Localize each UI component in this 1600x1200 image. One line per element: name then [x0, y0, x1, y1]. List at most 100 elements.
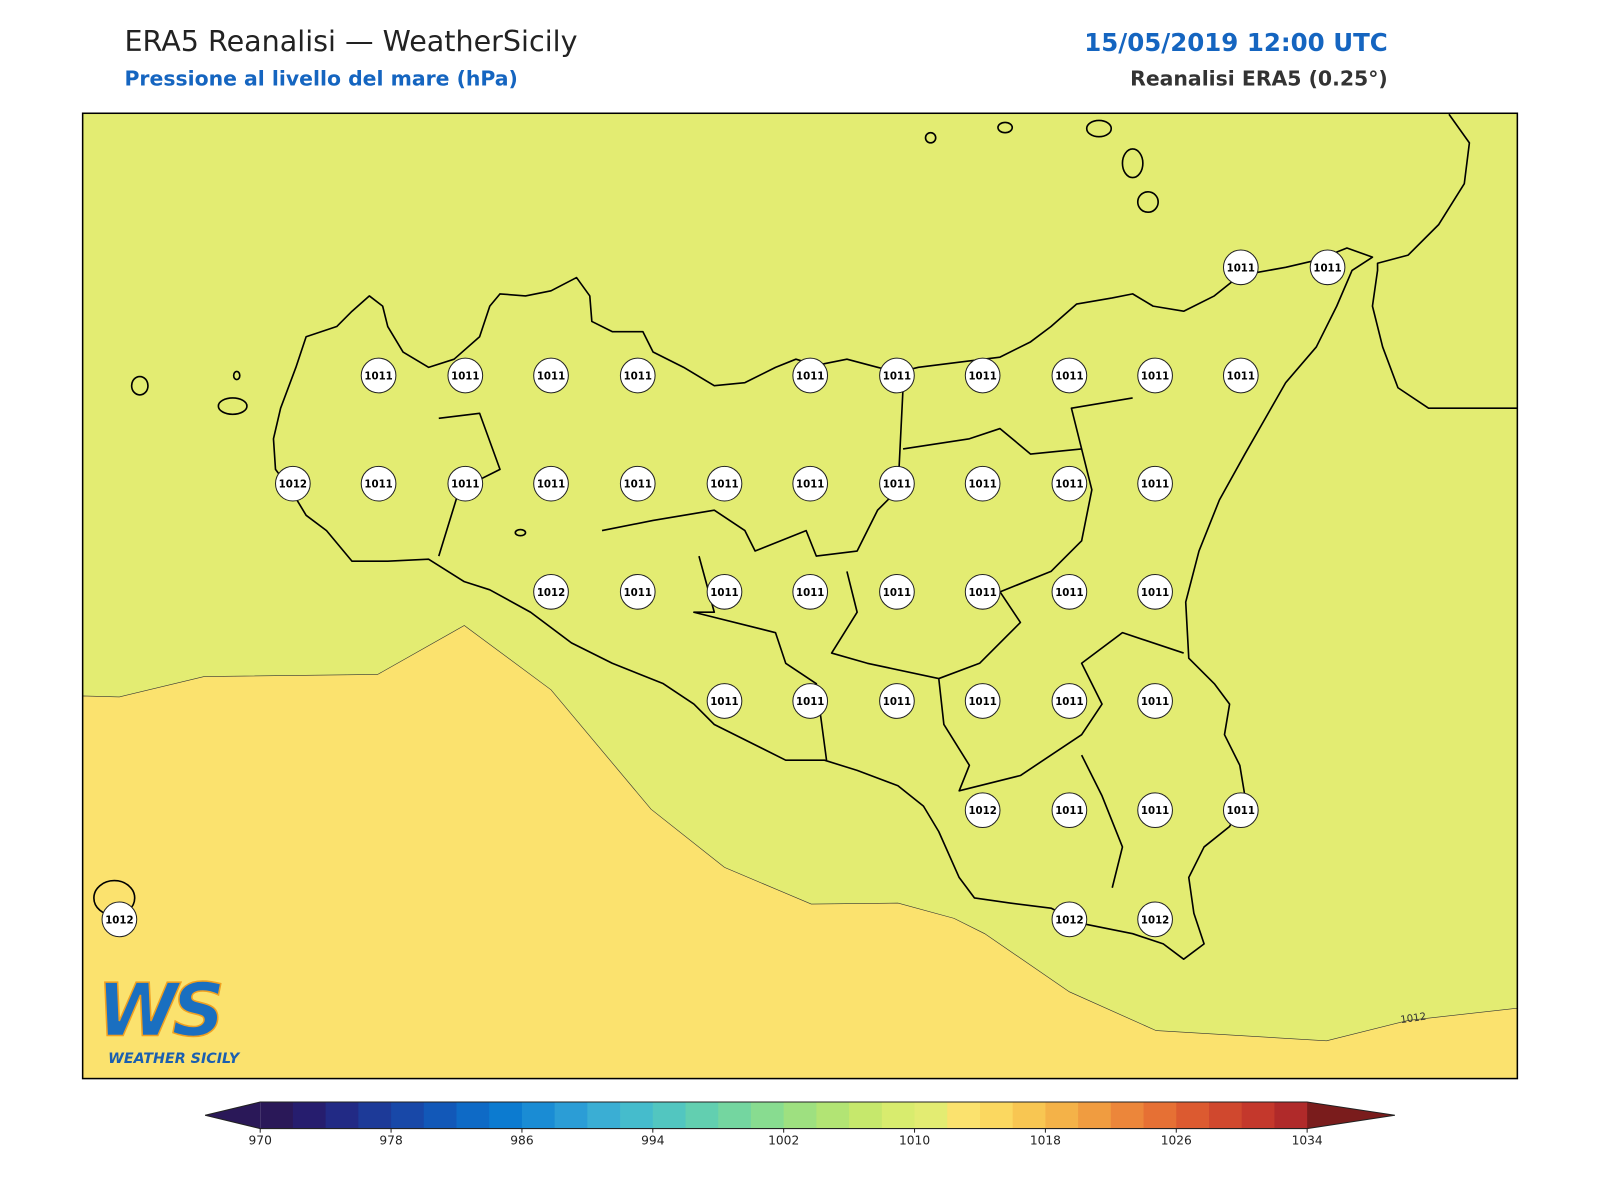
station-value: 1011	[796, 588, 824, 599]
station-marker	[706, 683, 743, 719]
colorbar-cell	[325, 1102, 359, 1129]
station-value: 1011	[537, 480, 565, 491]
coastline-calabria	[1371, 113, 1518, 409]
colorbar-tick-label: 1034	[1292, 1133, 1323, 1147]
pressure-field-high	[82, 625, 1518, 1079]
station-value: 1011	[883, 697, 911, 708]
colorbar-cell	[783, 1102, 817, 1129]
station-value: 1011	[1141, 588, 1169, 599]
title: ERA5 Reanalisi — WeatherSicily	[124, 24, 577, 58]
station-value: 1011	[1055, 697, 1083, 708]
colorbar-extend-low	[205, 1102, 261, 1129]
station-marker	[447, 465, 484, 502]
islands	[93, 119, 1159, 917]
station-value: 1011	[1055, 480, 1083, 491]
station-value: 1012	[537, 588, 565, 599]
station-marker	[360, 357, 397, 394]
contour-label: 1012	[1400, 1012, 1427, 1027]
logo-text: WEATHER SICILY	[108, 1051, 241, 1067]
colorbar-cell	[620, 1102, 654, 1129]
station-value: 1011	[796, 480, 824, 491]
colorbar-tick-label: 1018	[1030, 1133, 1061, 1147]
station-marker	[792, 683, 829, 719]
colorbar-cell	[1012, 1102, 1046, 1129]
station-value: 1011	[796, 372, 824, 383]
colorbar-tick-label: 1010	[899, 1133, 930, 1147]
station-marker	[1051, 357, 1088, 394]
colorbar-cell	[521, 1102, 556, 1129]
colorbar-cell	[881, 1102, 916, 1129]
colorbar-extend-high	[1307, 1102, 1395, 1129]
station-marker	[1051, 792, 1088, 829]
station-value: 1011	[968, 697, 996, 708]
station-marker	[1222, 792, 1259, 829]
station-marker	[533, 357, 569, 394]
station-value: 1011	[451, 372, 479, 383]
station-marker	[619, 573, 656, 610]
station-marker	[1222, 249, 1259, 286]
datetime: 15/05/2019 12:00 UTC	[1084, 28, 1388, 57]
station-marker	[964, 792, 1001, 829]
colorbar-cell	[489, 1102, 523, 1129]
stations: 1011 1011 1011 1011 1011 1011 1011 1011 1011 1011…	[101, 249, 1346, 938]
colorbar-cell	[849, 1102, 883, 1129]
station-marker	[101, 901, 138, 938]
station-marker	[1137, 901, 1173, 938]
station-marker	[1137, 573, 1173, 610]
station-marker	[879, 357, 915, 394]
station-value: 1012	[1141, 915, 1169, 926]
station-value: 1011	[796, 697, 824, 708]
station-value: 1011	[1313, 263, 1341, 274]
colorbar-tick-label: 986	[510, 1133, 534, 1147]
station-marker	[964, 683, 1001, 719]
station-marker	[1137, 465, 1173, 502]
colorbar-tick-label: 1002	[768, 1133, 799, 1147]
station-marker	[792, 357, 829, 394]
station-marker	[879, 683, 915, 719]
colorbar-cell	[587, 1102, 621, 1129]
colorbar-cell	[816, 1102, 850, 1129]
station-marker	[879, 573, 915, 610]
station-value: 1011	[710, 588, 738, 599]
colorbar-cell	[292, 1102, 327, 1129]
station-marker	[1309, 249, 1346, 286]
station-marker	[964, 573, 1001, 610]
station-marker	[1222, 357, 1259, 394]
colorbar-cell	[1078, 1102, 1112, 1129]
subtitle: Pressione al livello del mare (hPa)	[124, 67, 517, 91]
colorbar-cell	[1208, 1102, 1243, 1129]
station-value: 1011	[364, 480, 392, 491]
colorbar-tick-label: 970	[249, 1133, 272, 1147]
station-value: 1011	[1055, 806, 1083, 817]
station-marker	[964, 465, 1001, 502]
colorbar-cell	[947, 1102, 981, 1129]
station-value: 1011	[1055, 588, 1083, 599]
station-value: 1011	[710, 480, 738, 491]
station-value: 1011	[624, 588, 652, 599]
colorbar-cell	[1241, 1102, 1275, 1129]
station-marker	[1051, 683, 1088, 719]
colorbar-cell	[260, 1102, 294, 1129]
source: Reanalisi ERA5 (0.25°)	[1130, 67, 1388, 91]
station-marker	[706, 573, 743, 610]
colorbar-cell	[423, 1102, 458, 1129]
logo: WS WEATHER SICILY	[96, 968, 241, 1068]
station-value: 1012	[968, 806, 996, 817]
station-value: 1012	[1055, 915, 1083, 926]
station-marker	[964, 357, 1001, 394]
colorbar-cell	[391, 1102, 425, 1129]
station-value: 1011	[710, 697, 738, 708]
colorbar-cell	[456, 1102, 490, 1129]
colorbar: 970 978 986 994 1002 1010 1018 1026 1034	[204, 1101, 1395, 1147]
station-value: 1011	[1141, 480, 1169, 491]
province-boundaries	[437, 387, 1184, 888]
station-marker	[619, 465, 656, 502]
colorbar-cell	[685, 1102, 719, 1129]
colorbar-cell	[652, 1102, 687, 1129]
station-value: 1012	[279, 480, 307, 491]
colorbar-cell	[718, 1102, 752, 1129]
station-value: 1012	[105, 915, 133, 926]
station-marker	[1051, 901, 1088, 938]
